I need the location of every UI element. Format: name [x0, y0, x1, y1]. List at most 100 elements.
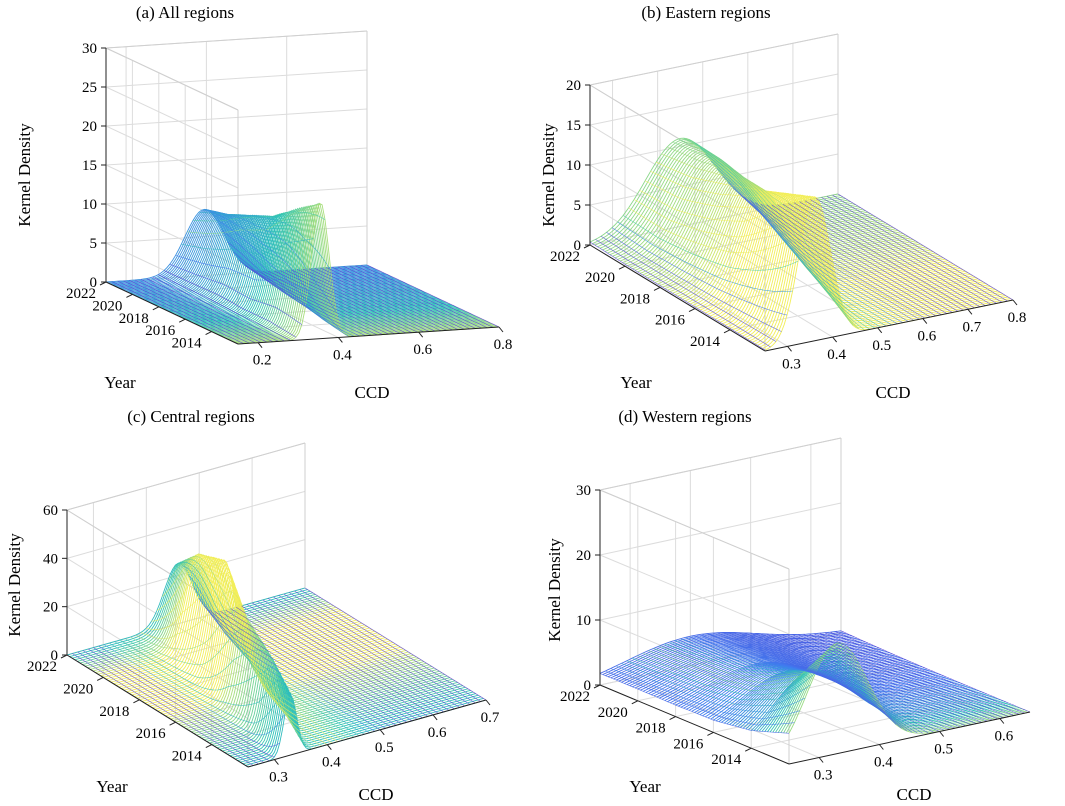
- density-slice: [732, 193, 981, 331]
- density-slice: [607, 634, 850, 678]
- panel-a-surface: [105, 202, 500, 345]
- year-tick-label: 2018: [99, 704, 129, 720]
- density-slice: [626, 642, 869, 686]
- density-slice: [614, 150, 864, 259]
- year-tick-label: 2022: [27, 659, 57, 675]
- density-slice: [193, 635, 432, 734]
- panel-c: 0 20 40 60 2014 2016 2018 2020 2022 0.3 0.4 0.5 0.6 0…: [5, 407, 500, 804]
- density-slice: [749, 195, 999, 342]
- density-slice: [661, 656, 904, 700]
- density-slice: [183, 623, 422, 728]
- density-slice: [222, 205, 484, 338]
- year-tick-label: 2022: [560, 689, 590, 705]
- x-tick-label: 0.6: [995, 729, 1014, 745]
- y-axis-label: Year: [629, 777, 661, 796]
- density-slice: [226, 204, 488, 340]
- density-slice: [185, 626, 425, 730]
- density-slice: [234, 204, 496, 343]
- year-tick-label: 2020: [63, 681, 93, 697]
- density-slice: [107, 209, 369, 284]
- density-slice: [167, 603, 406, 718]
- density-slice: [604, 145, 854, 252]
- density-slice: [215, 207, 477, 334]
- density-slice: [734, 193, 984, 332]
- year-tick-label: 2022: [550, 249, 580, 265]
- x-tick-label: 0.3: [782, 356, 801, 372]
- panel-d-surface: [599, 630, 1031, 734]
- density-slice: [221, 666, 461, 752]
- density-slice: [232, 677, 471, 758]
- year-tick-label: 2014: [172, 336, 203, 352]
- year-tick-label: 2018: [636, 721, 666, 737]
- density-slice: [642, 649, 885, 692]
- density-slice: [632, 644, 874, 688]
- x-axis-label: CCD: [359, 785, 394, 804]
- panel-title: (c) Central regions: [127, 407, 254, 426]
- density-slice: [727, 193, 976, 328]
- year-tick-label: 2022: [66, 286, 96, 302]
- density-slice: [198, 641, 438, 738]
- panel-c-axes: 0 20 40 60 2014 2016 2018 2020 2022 0.3 0.4 0.5 0.6 0…: [27, 503, 500, 786]
- density-slice: [224, 668, 463, 754]
- z-tick-label: 15: [566, 118, 581, 134]
- panel-title: (d) Western regions: [618, 407, 751, 426]
- x-tick-label: 0.7: [963, 319, 982, 335]
- x-tick-label: 0.4: [322, 755, 341, 771]
- year-tick-label: 2020: [92, 298, 122, 314]
- density-slice: [79, 559, 319, 664]
- density-slice: [220, 205, 483, 337]
- density-slice: [216, 660, 456, 749]
- x-tick-label: 0.3: [814, 768, 833, 784]
- x-tick-label: 0.6: [428, 725, 447, 741]
- density-slice: [622, 154, 871, 264]
- density-slice: [669, 659, 912, 704]
- density-slice: [624, 641, 866, 684]
- year-tick-label: 2014: [711, 752, 742, 768]
- z-tick-label: 0: [51, 648, 59, 664]
- density-slice: [678, 662, 920, 707]
- z-tick-label: 0: [584, 678, 592, 694]
- panel-title: (a) All regions: [136, 3, 234, 22]
- density-slice: [203, 646, 443, 741]
- density-slice: [77, 560, 316, 662]
- density-slice: [206, 649, 445, 742]
- z-axis-label: Kernel Density: [15, 123, 34, 227]
- density-slice: [213, 207, 475, 333]
- panel-title: (b) Eastern regions: [641, 3, 770, 22]
- year-tick-label: 2018: [620, 291, 650, 307]
- density-slice: [175, 615, 414, 723]
- x-axis-label: CCD: [355, 383, 390, 402]
- x-tick-label: 0.4: [333, 347, 352, 363]
- y-axis-label: Year: [620, 373, 652, 392]
- x-tick-label: 0.4: [874, 755, 893, 771]
- density-slice: [621, 640, 863, 683]
- density-slice: [214, 658, 453, 747]
- z-tick-label: 40: [43, 551, 58, 567]
- density-slice: [237, 682, 476, 762]
- year-tick-label: 2014: [172, 749, 203, 765]
- x-tick-label: 0.5: [872, 338, 891, 354]
- density-slice: [619, 153, 869, 262]
- density-slice: [242, 688, 481, 765]
- density-slice: [752, 195, 1001, 343]
- z-tick-label: 10: [82, 197, 97, 213]
- density-slice: [754, 195, 1004, 345]
- z-tick-label: 0: [90, 275, 98, 291]
- panel-c-surface: [66, 553, 487, 768]
- density-slice: [240, 686, 479, 763]
- year-tick-label: 2014: [690, 334, 721, 350]
- density-slice: [72, 561, 311, 659]
- density-slice: [100, 554, 339, 677]
- density-slice: [170, 607, 409, 720]
- density-slice: [717, 192, 966, 322]
- density-slice: [201, 643, 440, 739]
- x-tick-label: 0.6: [917, 329, 936, 345]
- panel-d: 0 10 20 30 2014 2016 2018 2020 2022 0.3 0.4 0.5 0.6 (…: [545, 407, 1031, 804]
- year-tick-label: 2016: [145, 323, 176, 339]
- density-slice: [205, 210, 467, 330]
- panel-b-grid: [589, 33, 1014, 352]
- x-tick-label: 0.6: [413, 342, 432, 358]
